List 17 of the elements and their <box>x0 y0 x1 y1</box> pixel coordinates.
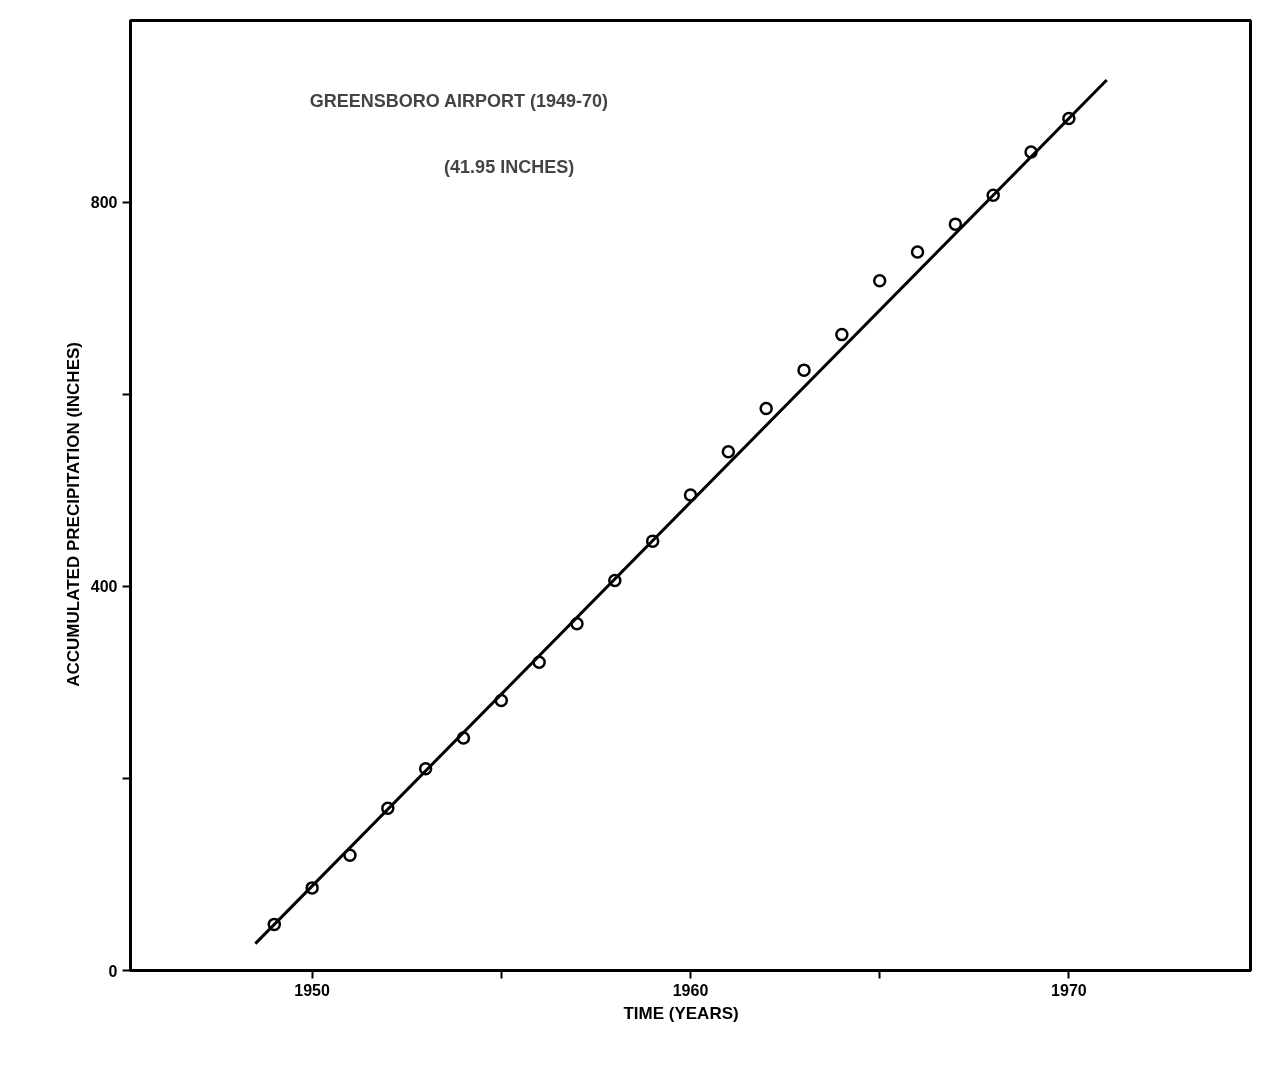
x-tick-label: 1960 <box>672 981 709 999</box>
y-tick-label: 800 <box>90 194 118 212</box>
x-axis-title: TIME (YEARS) <box>623 1003 739 1023</box>
point <box>721 445 736 459</box>
point <box>835 327 849 342</box>
point <box>759 401 773 416</box>
x-tick-label: 1970 <box>1051 981 1087 999</box>
point <box>872 274 887 288</box>
point <box>948 217 963 231</box>
text: (41.95 INCHES) <box>444 157 575 178</box>
text: GREENSBORO AIRPORT (1949-70) <box>309 90 609 111</box>
point <box>797 363 811 377</box>
point <box>910 245 925 259</box>
x-tick-label: 1950 <box>294 981 331 999</box>
y-axis-title: ACCUMULATED PRECIPITATION (INCHES) <box>63 342 83 687</box>
y-tick-label: 400 <box>90 578 118 596</box>
y-tick-label: 0 <box>108 962 118 980</box>
